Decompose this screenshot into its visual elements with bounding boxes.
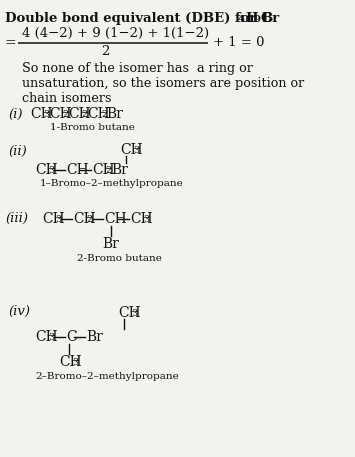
Text: unsaturation, so the isomers are position or: unsaturation, so the isomers are positio… (22, 77, 304, 90)
Text: 3: 3 (144, 215, 150, 224)
Text: (ii): (ii) (8, 145, 27, 158)
Text: CH: CH (87, 107, 110, 121)
Text: 3: 3 (49, 166, 55, 175)
Text: 2: 2 (63, 110, 69, 119)
Text: 9: 9 (254, 15, 261, 24)
Text: CH: CH (35, 163, 58, 177)
Text: 3: 3 (49, 333, 55, 342)
Text: CH: CH (120, 143, 143, 157)
Text: 3: 3 (56, 215, 62, 224)
Text: CH: CH (104, 212, 127, 226)
Text: CH: CH (42, 212, 65, 226)
Text: 3: 3 (73, 358, 79, 367)
Text: So none of the isomer has  a ring or: So none of the isomer has a ring or (22, 62, 253, 75)
Text: 1-Bromo butane: 1-Bromo butane (50, 123, 135, 132)
Text: Br: Br (111, 163, 128, 177)
Text: Br: Br (102, 237, 119, 251)
Text: CH: CH (118, 306, 141, 320)
Text: 2: 2 (105, 166, 112, 175)
Text: CH: CH (49, 107, 72, 121)
Text: 2: 2 (101, 45, 109, 58)
Text: Br: Br (106, 107, 123, 121)
Text: CH: CH (68, 107, 91, 121)
Text: CH: CH (130, 212, 153, 226)
Text: 2: 2 (101, 110, 107, 119)
Text: C: C (66, 330, 77, 344)
Text: CH: CH (30, 107, 53, 121)
Text: CH: CH (73, 212, 95, 226)
Text: Br: Br (86, 330, 103, 344)
Text: =: = (5, 36, 17, 50)
Text: 2: 2 (87, 215, 93, 224)
Text: 2-Bromo butane: 2-Bromo butane (77, 254, 162, 263)
Text: (iv): (iv) (8, 305, 30, 318)
Text: (iii): (iii) (5, 212, 28, 225)
Text: CH: CH (66, 163, 89, 177)
Text: 3: 3 (44, 110, 50, 119)
Text: (i): (i) (8, 108, 22, 121)
Text: CH: CH (35, 330, 58, 344)
Text: 3: 3 (132, 309, 138, 318)
Text: Double bond equivalent (DBE) for C: Double bond equivalent (DBE) for C (5, 12, 272, 25)
Text: 4: 4 (238, 15, 245, 24)
Text: + 1 = 0: + 1 = 0 (213, 36, 264, 49)
Text: CH: CH (92, 163, 115, 177)
Text: 1–Bromo–2–methylpropane: 1–Bromo–2–methylpropane (40, 179, 184, 188)
Text: Br: Br (261, 12, 279, 25)
Text: H: H (245, 12, 258, 25)
Text: chain isomers: chain isomers (22, 92, 111, 105)
Text: CH: CH (59, 355, 82, 369)
Text: 2: 2 (82, 110, 88, 119)
Text: 3: 3 (133, 146, 140, 155)
Text: 2–Bromo–2–methylpropane: 2–Bromo–2–methylpropane (35, 372, 179, 381)
Text: 4 (4−2) + 9 (1−2) + 1(1−2): 4 (4−2) + 9 (1−2) + 1(1−2) (22, 27, 209, 40)
